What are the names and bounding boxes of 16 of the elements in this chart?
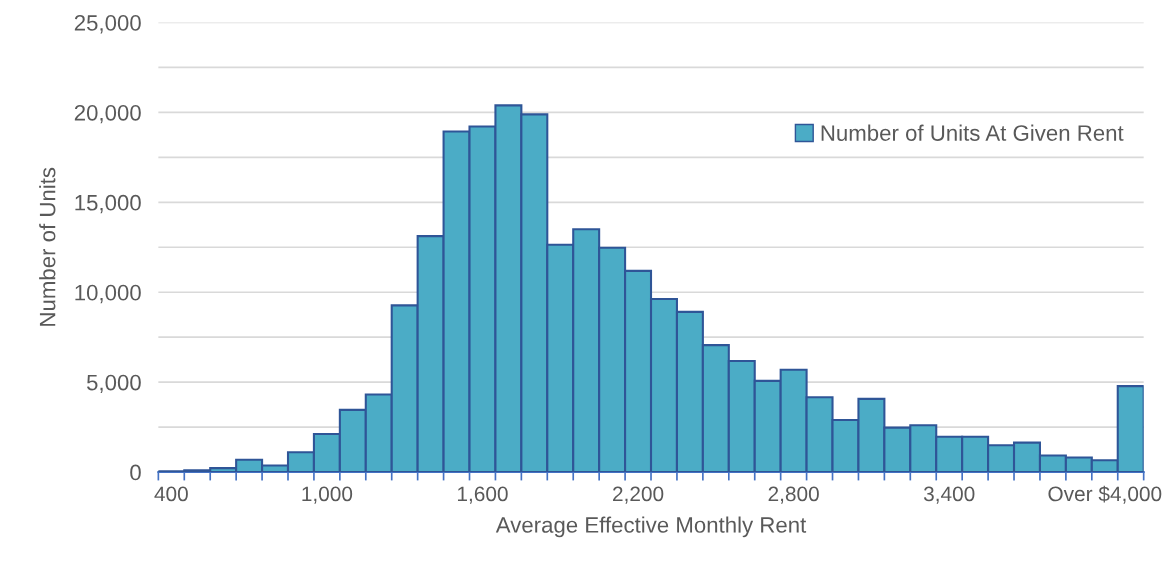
x-tick-label: 3,400 <box>923 486 975 504</box>
x-tick-label: 1,600 <box>458 486 508 504</box>
x-tick-label: 2,200 <box>613 486 664 504</box>
legend-label: Number of Units At Given Rent <box>821 124 1124 141</box>
x-tick-label: Over $4,000 <box>1048 485 1162 504</box>
y-tick-label: 25,000 <box>74 15 141 34</box>
y-tick-label: 0 <box>130 464 141 481</box>
x-tick-label: 2,800 <box>768 486 819 504</box>
x-tick-label: 1,000 <box>302 486 353 504</box>
y-tick-label: 20,000 <box>74 104 141 124</box>
x-tick-label: 400 <box>154 486 188 502</box>
y-tick-label: 5,000 <box>86 374 141 394</box>
x-axis-title: Average Effective Monthly Rent <box>495 516 807 538</box>
y-tick-label: 15,000 <box>75 194 141 214</box>
y-tick-label: 10,000 <box>75 284 141 304</box>
y-axis-title: Number of Units <box>39 167 56 326</box>
